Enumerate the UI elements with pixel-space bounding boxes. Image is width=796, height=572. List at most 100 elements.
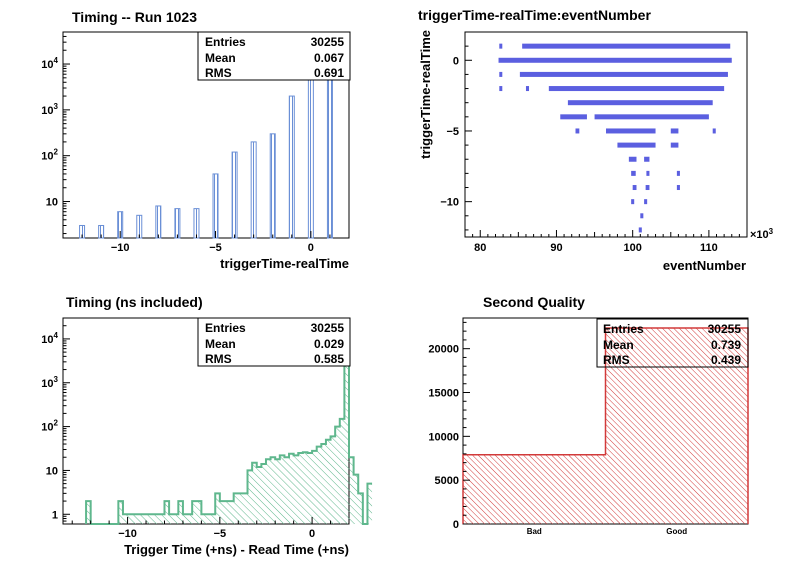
scatter-points bbox=[617, 142, 656, 148]
scatter-points bbox=[638, 227, 642, 233]
scatter-points bbox=[548, 86, 725, 92]
x-axis-label: eventNumber bbox=[663, 258, 746, 273]
histogram-bar bbox=[250, 141, 257, 239]
stats-box: Entries 30255 Mean 0.029 RMS 0.585 bbox=[197, 317, 351, 367]
y-tick-label: 0 bbox=[453, 519, 459, 531]
scatter-points bbox=[632, 185, 637, 191]
y-tick-label: 10 bbox=[46, 197, 58, 209]
chart-title: triggerTime-realTime:eventNumber bbox=[418, 7, 651, 23]
scatter-points bbox=[594, 114, 709, 120]
scatter-points bbox=[522, 43, 731, 49]
stats-entries-value: 30255 bbox=[311, 35, 345, 49]
x-axis-label: triggerTime-realTime bbox=[220, 256, 349, 271]
stats-entries-value: 30255 bbox=[708, 322, 742, 336]
x-exponent: ×103 bbox=[750, 227, 774, 241]
scatter-points bbox=[560, 114, 587, 120]
plot-frame bbox=[464, 31, 748, 238]
y-tick-label: 104 bbox=[41, 331, 58, 346]
y-tick-label: 0 bbox=[453, 55, 459, 67]
scatter-points bbox=[499, 71, 503, 77]
panel-timing-run: Timing -- Run 1023 −10 −5 0 10 102 103 104 tri… bbox=[41, 9, 351, 271]
x-axis-label: Trigger Time (+ns) - Read Time (+ns) bbox=[124, 542, 349, 557]
y-tick-label: 102 bbox=[41, 419, 58, 434]
scatter-points bbox=[628, 156, 637, 162]
chart-title: Second Quality bbox=[483, 294, 585, 310]
x-tick-label: 100 bbox=[623, 242, 641, 254]
stats-mean-value: 0.739 bbox=[711, 338, 741, 352]
y-tick-label: 10000 bbox=[428, 431, 459, 443]
x-tick-label: −5 bbox=[214, 528, 227, 540]
stats-entries-label: Entries bbox=[205, 321, 246, 335]
scatter-points bbox=[499, 86, 503, 92]
histogram-bar bbox=[463, 454, 606, 524]
histogram-bar bbox=[155, 205, 162, 239]
y-axis-label: triggerTime-realTime bbox=[418, 30, 433, 159]
stats-mean-label: Mean bbox=[603, 338, 634, 352]
y-tick-label: 102 bbox=[41, 148, 58, 163]
scatter-points bbox=[606, 128, 656, 134]
x-tick-label: 0 bbox=[309, 528, 315, 540]
panel-scatter: triggerTime-realTime:eventNumber 80 90 100… bbox=[418, 7, 774, 273]
histogram-bar bbox=[174, 208, 181, 239]
stats-mean-label: Mean bbox=[205, 337, 236, 351]
y-tick-label: 1 bbox=[52, 509, 58, 521]
histogram-outline bbox=[85, 355, 373, 525]
panel-timing-ns: Timing (ns included) −10 −5 0110102103104 … bbox=[41, 294, 373, 557]
y-tick-label: −10 bbox=[440, 197, 459, 209]
y-tick-label: −5 bbox=[446, 126, 459, 138]
y-tick-label: 5000 bbox=[435, 475, 459, 487]
scatter-points bbox=[644, 156, 650, 162]
x-tick-label: −10 bbox=[111, 242, 130, 254]
scatter-points bbox=[567, 100, 713, 106]
histogram-bar bbox=[212, 173, 219, 239]
stats-mean-label: Mean bbox=[205, 51, 236, 65]
stats-entries-label: Entries bbox=[603, 322, 644, 336]
histogram-bar bbox=[269, 133, 276, 239]
x-tick-label: −10 bbox=[118, 528, 137, 540]
stats-entries-label: Entries bbox=[205, 35, 246, 49]
scatter-points bbox=[644, 199, 648, 205]
stats-rms-label: RMS bbox=[603, 353, 630, 367]
stats-mean-value: 0.067 bbox=[314, 51, 344, 65]
scatter-points bbox=[676, 170, 680, 176]
y-tick-label: 104 bbox=[41, 56, 58, 71]
scatter-points bbox=[670, 128, 679, 134]
histogram-bar bbox=[326, 67, 333, 239]
y-tick-label: 20000 bbox=[428, 344, 459, 356]
x-category-label: Bad bbox=[527, 527, 542, 536]
scatter-points bbox=[646, 170, 650, 176]
scatter-points bbox=[670, 142, 679, 148]
scatter-points bbox=[631, 170, 636, 176]
stats-rms-value: 0.691 bbox=[314, 66, 344, 80]
stats-box: Entries 30255 Mean 0.739 RMS 0.439 bbox=[596, 318, 749, 368]
chart-title: Timing -- Run 1023 bbox=[72, 9, 197, 25]
panel-second-quality: Second Quality Bad Good 0 5000 10000 15000 200… bbox=[428, 294, 749, 536]
scatter-points bbox=[499, 43, 503, 49]
stats-rms-value: 0.439 bbox=[711, 353, 741, 367]
plot-area: −10 −5 0 10 102 103 104 bbox=[41, 31, 350, 254]
chart-title: Timing (ns included) bbox=[66, 294, 203, 310]
stats-rms-label: RMS bbox=[205, 352, 232, 366]
scatter-points bbox=[525, 86, 530, 92]
histogram-bar bbox=[193, 208, 200, 239]
stats-rms-value: 0.585 bbox=[314, 352, 344, 366]
scatter-points bbox=[676, 185, 680, 191]
plot-area: Bad Good 0 5000 10000 15000 20000 bbox=[428, 317, 749, 536]
y-tick-label: 10 bbox=[46, 465, 58, 477]
scatter-points bbox=[645, 185, 650, 191]
scatter-points bbox=[712, 128, 716, 134]
stats-box: Entries 30255 Mean 0.067 RMS 0.691 bbox=[197, 31, 351, 81]
scatter-points bbox=[640, 213, 644, 219]
histogram-bar bbox=[288, 95, 295, 239]
scatter-points bbox=[498, 57, 732, 63]
histogram-fill bbox=[86, 356, 373, 524]
scatter-points bbox=[575, 128, 580, 134]
x-tick-label: −5 bbox=[209, 242, 222, 254]
scatter-points bbox=[519, 71, 728, 77]
histogram-bar bbox=[605, 328, 748, 524]
y-tick-label: 103 bbox=[41, 375, 58, 390]
x-tick-label: 110 bbox=[700, 242, 718, 254]
stats-rms-label: RMS bbox=[205, 66, 232, 80]
histogram-bar bbox=[231, 151, 238, 239]
